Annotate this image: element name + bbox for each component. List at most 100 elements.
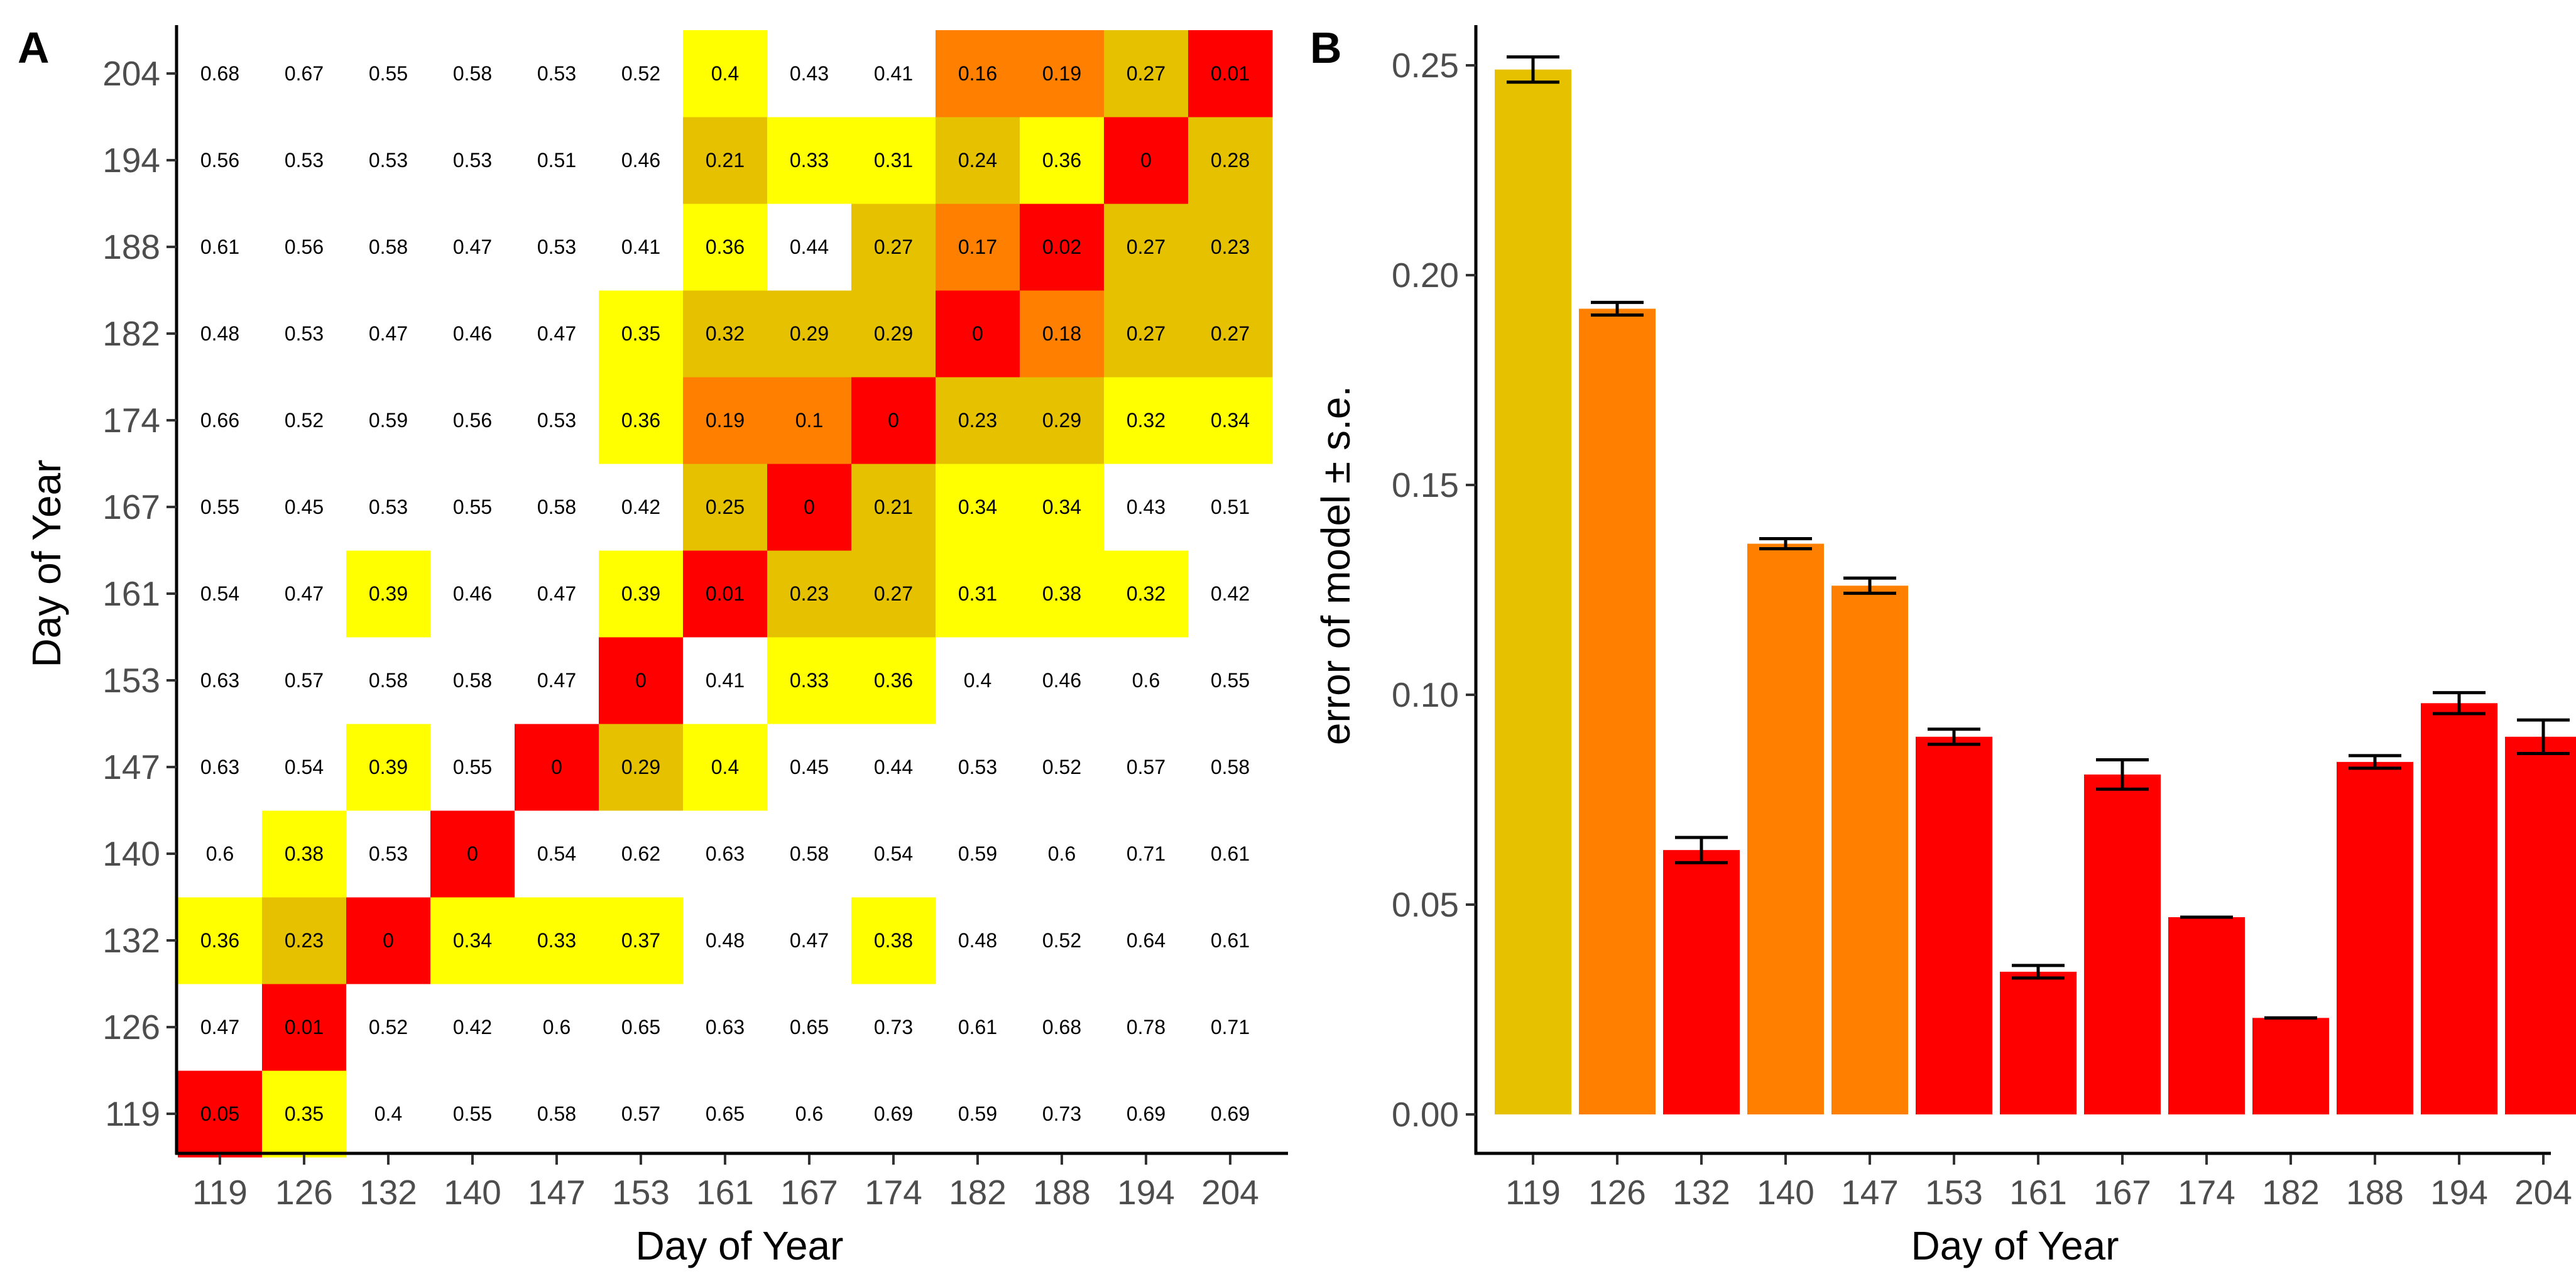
heatmap-cell	[262, 1070, 347, 1158]
heatmap-cell-label: 0.52	[285, 409, 324, 432]
heatmap-cell	[936, 30, 1020, 117]
heatmap-cell-label: 0.27	[1127, 236, 1165, 258]
heatmap-cell-label: 0.58	[1211, 756, 1250, 778]
heatmap-y-tick-label: 161	[102, 574, 160, 613]
heatmap-x-tick-label: 167	[780, 1173, 838, 1212]
bar-x-tick-label: 126	[1588, 1173, 1646, 1212]
heatmap-cell	[936, 724, 1020, 811]
heatmap-cell-label: 0.18	[1042, 322, 1081, 345]
heatmap-cell	[430, 984, 515, 1071]
heatmap-cell-label: 0.01	[706, 582, 745, 605]
heatmap-cell-label: 0.35	[285, 1102, 324, 1125]
heatmap-cell-label: 0.23	[1211, 236, 1250, 258]
heatmap-cell	[430, 1070, 515, 1158]
bar-y-ticks: 0.00 0.05 0.10 0.15 0.20 0.25	[1392, 46, 1476, 1134]
heatmap-cell-label: 0.47	[453, 236, 492, 258]
heatmap-x-tick-label: 140	[444, 1173, 501, 1212]
heatmap-x-tick-label: 147	[528, 1173, 586, 1212]
heatmap-cell	[599, 117, 684, 204]
heatmap-cell-label: 0.55	[369, 62, 408, 85]
heatmap-cell	[178, 464, 263, 551]
heatmap-cell	[178, 377, 263, 464]
bar-y-tick-label: 0.10	[1392, 675, 1459, 714]
heatmap-cell-label: 0.29	[874, 322, 913, 345]
heatmap-cell-label: 0.42	[1211, 582, 1250, 605]
heatmap-cell-label: 0.42	[453, 1016, 492, 1038]
heatmap-cell	[430, 637, 515, 724]
heatmap-cell	[515, 1070, 599, 1158]
heatmap-cell-label: 0.27	[874, 236, 913, 258]
heatmap-cell-label: 0.69	[874, 1102, 913, 1125]
heatmap-cell-label: 0.58	[369, 236, 408, 258]
heatmap-cell-label: 0.17	[958, 236, 997, 258]
heatmap-cell-label: 0.58	[453, 669, 492, 692]
bar-x-tick-label: 140	[1757, 1173, 1815, 1212]
heatmap-cell-label: 0.01	[1211, 62, 1250, 85]
heatmap-cell-label: 0.41	[621, 236, 660, 258]
heatmap-cell-label: 0.36	[200, 929, 239, 952]
heatmap-cell	[515, 984, 599, 1071]
heatmap-cell-label: 0.48	[958, 929, 997, 952]
heatmap-cell-label: 0.58	[369, 669, 408, 692]
heatmap-cell-label: 0.53	[537, 62, 576, 85]
heatmap-cell-label: 0	[972, 322, 983, 345]
heatmap-cell	[346, 810, 431, 898]
heatmap-cell	[430, 464, 515, 551]
heatmap-cell	[599, 204, 684, 291]
heatmap-cell	[178, 204, 263, 291]
heatmap-cell	[178, 290, 263, 378]
bar	[1579, 308, 1656, 1115]
heatmap-cell	[936, 377, 1020, 464]
heatmap-cell-label: 0.44	[874, 756, 913, 778]
heatmap-cell-label: 0.43	[1127, 496, 1165, 518]
heatmap-cell-label: 0.58	[537, 496, 576, 518]
bar	[1495, 69, 1571, 1114]
heatmap-cell-label: 0.61	[200, 236, 239, 258]
bar-series	[1495, 69, 2576, 1115]
heatmap-cell-label: 0.53	[958, 756, 997, 778]
heatmap-cell-label: 0	[383, 929, 394, 952]
heatmap-cell-label: 0.38	[874, 929, 913, 952]
heatmap-cell-label: 0.01	[285, 1016, 324, 1038]
bar-y-tick-label: 0.20	[1392, 256, 1459, 295]
heatmap-cell	[262, 984, 347, 1071]
heatmap-cell	[1188, 290, 1273, 378]
heatmap-cell-label: 0.54	[285, 756, 324, 778]
heatmap-cell	[1188, 724, 1273, 811]
bar-x-tick-label: 132	[1673, 1173, 1730, 1212]
bar-x-tick-label: 182	[2262, 1173, 2320, 1212]
heatmap-y-tick-label: 188	[102, 227, 160, 266]
heatmap-cell	[1104, 1070, 1189, 1158]
heatmap-cell	[683, 897, 768, 984]
heatmap-cell-label: 0.56	[200, 149, 239, 171]
bar-y-tick-label: 0.00	[1392, 1095, 1459, 1134]
heatmap-cell-label: 0.32	[1127, 409, 1165, 432]
heatmap-cell-label: 0.53	[537, 236, 576, 258]
panel-a: A 0.05 0.35 0.4 0.55 0.58 0.57 0.65 0.6 0.69 0.59…	[18, 23, 1288, 1268]
heatmap-cell-label: 0.67	[285, 62, 324, 85]
heatmap-x-tick-label: 161	[696, 1173, 754, 1212]
heatmap-cell-label: 0.41	[706, 669, 745, 692]
heatmap-cell	[1020, 550, 1105, 638]
heatmap-cell	[851, 1070, 936, 1158]
heatmap-cell-label: 0.63	[200, 756, 239, 778]
heatmap-cell-label: 0.69	[1127, 1102, 1165, 1125]
heatmap-cell	[683, 30, 768, 117]
heatmap-cell-label: 0.45	[790, 756, 829, 778]
heatmap-cell	[851, 377, 936, 464]
bar-x-tick-label: 119	[1505, 1173, 1561, 1212]
heatmap-cell-label: 0.6	[543, 1016, 570, 1038]
heatmap-cell	[767, 204, 852, 291]
bar-y-tick-label: 0.25	[1392, 46, 1459, 85]
heatmap-cell-label: 0.37	[621, 929, 660, 952]
heatmap-cell	[1104, 290, 1189, 378]
heatmap-cell-label: 0.27	[1127, 62, 1165, 85]
heatmap-cell-label: 0.65	[790, 1016, 829, 1038]
heatmap-cell	[599, 897, 684, 984]
heatmap-cell	[1104, 550, 1189, 638]
heatmap-cell-label: 0.54	[537, 842, 576, 865]
heatmap-cell-label: 0.6	[1048, 842, 1076, 865]
heatmap-cell-label: 0	[551, 756, 562, 778]
heatmap-cell	[599, 724, 684, 811]
